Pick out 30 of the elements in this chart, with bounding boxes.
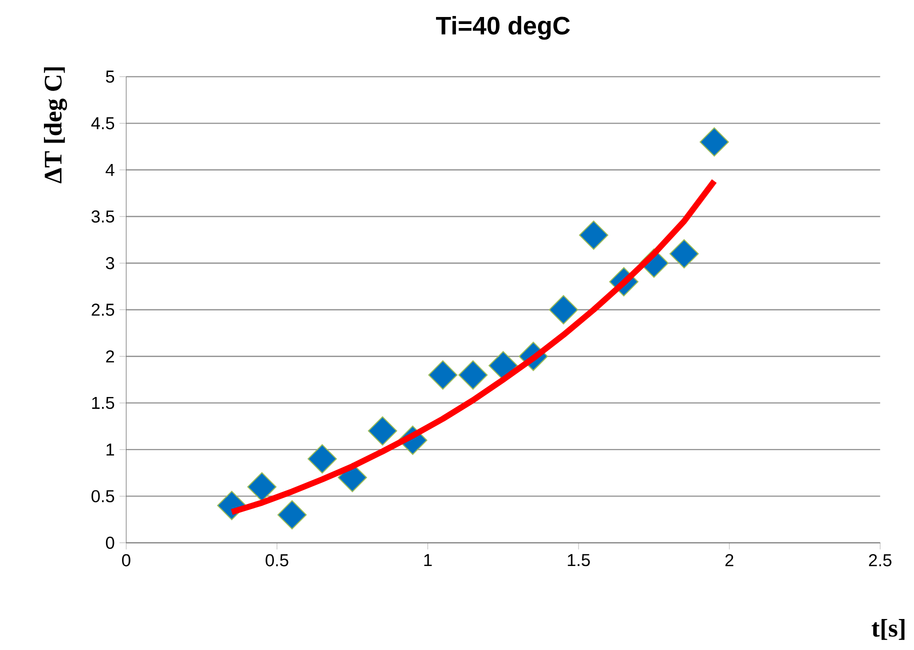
- y-tick-label: 1: [106, 443, 114, 456]
- x-tick-label: 2: [725, 554, 734, 566]
- y-tick-label: 0.5: [92, 490, 114, 502]
- chart-title: Ti=40 degC: [436, 16, 570, 40]
- y-tick-label: 3: [106, 256, 114, 270]
- point: [670, 239, 699, 268]
- y-axis-title: ΔT [deg C]: [44, 67, 68, 184]
- point: [277, 500, 307, 530]
- y-tick-label: 1.5: [92, 396, 114, 409]
- y-tick-label: 3.5: [92, 210, 114, 222]
- point: [308, 444, 337, 474]
- point: [548, 294, 578, 324]
- y-tick-label: 4.5: [91, 117, 114, 130]
- y-tick-label: 2.5: [92, 303, 114, 316]
- point: [579, 220, 608, 250]
- point: [368, 416, 398, 446]
- y-tick-label: 5: [106, 70, 114, 83]
- x-tick-label: 0: [122, 554, 130, 566]
- point: [428, 360, 458, 390]
- x-tick-label: 0.5: [266, 554, 288, 566]
- x-tick-label: 2.5: [869, 554, 892, 566]
- x-tick-label: 1.5: [568, 554, 590, 566]
- x-tick-label: 1: [424, 554, 432, 566]
- point: [458, 360, 488, 390]
- x-axis-title: t[s]: [872, 618, 904, 640]
- y-tick-label: 2: [106, 350, 114, 362]
- point: [247, 472, 277, 502]
- point: [700, 127, 729, 156]
- y-tick-label: 0: [106, 536, 114, 549]
- y-tick-label: 4: [106, 164, 114, 176]
